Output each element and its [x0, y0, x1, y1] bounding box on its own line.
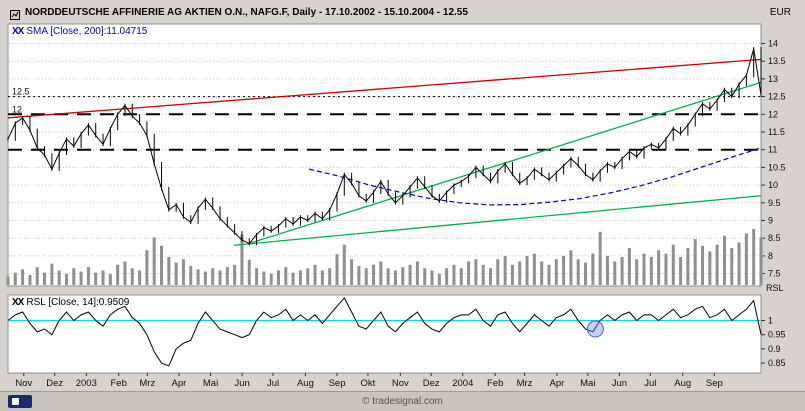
- svg-text:14: 14: [768, 38, 778, 48]
- svg-text:1: 1: [768, 316, 773, 326]
- chart-title: NORDDEUTSCHE AFFINERIE AG AKTIEN O.N., N…: [25, 6, 468, 18]
- svg-text:12: 12: [768, 109, 778, 119]
- svg-text:9: 9: [768, 216, 773, 226]
- svg-text:Nov: Nov: [15, 378, 32, 389]
- svg-text:0.95: 0.95: [768, 330, 786, 340]
- svg-text:12.5: 12.5: [12, 87, 30, 97]
- rsl-legend: XX RSL [Close, 14]:0.9509: [12, 297, 129, 308]
- svg-text:12.5: 12.5: [768, 92, 786, 102]
- rsl-axis-labels: RSL 1 0.95 0.9 0.85: [761, 283, 786, 368]
- svg-text:Sep: Sep: [329, 378, 346, 389]
- svg-text:Aug: Aug: [297, 378, 314, 389]
- svg-text:Jun: Jun: [235, 378, 250, 389]
- footer-bar: © tradesignal.com: [0, 391, 805, 411]
- time-axis: Nov Dez 2003 Feb Mrz Apr Mai Jun Jul Aug Sep Okt Nov…: [15, 373, 723, 389]
- horizontal-support-lines: 12.5 12: [8, 87, 761, 151]
- svg-text:13: 13: [768, 74, 778, 84]
- svg-text:12: 12: [12, 104, 22, 114]
- svg-text:9.5: 9.5: [768, 198, 781, 208]
- rsl-highlight-circle: [586, 320, 604, 338]
- svg-text:Jun: Jun: [612, 378, 627, 389]
- volume-bars: [6, 229, 763, 285]
- rsl-label: RSL [Close, 14]:0.9509: [26, 297, 130, 308]
- svg-text:Mrz: Mrz: [139, 378, 155, 389]
- svg-text:2004: 2004: [452, 378, 473, 389]
- copyright-text: © tradesignal.com: [362, 396, 443, 407]
- svg-text:2003: 2003: [76, 378, 97, 389]
- price-series: [7, 47, 762, 246]
- rsl-marker-icon: XX: [12, 297, 24, 308]
- svg-text:Okt: Okt: [361, 378, 376, 389]
- svg-text:Mai: Mai: [203, 378, 218, 389]
- sma-marker-icon: XX: [12, 26, 24, 37]
- svg-text:Mrz: Mrz: [517, 378, 533, 389]
- svg-text:10.5: 10.5: [768, 162, 786, 172]
- price-axis-labels: 14 13.5 13 12.5 12 11.5 11 10.5 10 9.5 9 8.5 8 7.5: [761, 38, 786, 279]
- svg-text:Aug: Aug: [674, 378, 691, 389]
- svg-text:Dez: Dez: [423, 378, 440, 389]
- chart-window-icon: [10, 7, 20, 20]
- currency-label: EUR: [769, 7, 791, 18]
- svg-text:8: 8: [768, 251, 773, 261]
- svg-text:13.5: 13.5: [768, 56, 786, 66]
- svg-text:Nov: Nov: [392, 378, 409, 389]
- tradesignal-logo: [8, 395, 32, 408]
- chart-titlebar: NORDDEUTSCHE AFFINERIE AG AKTIEN O.N., N…: [10, 5, 765, 20]
- svg-text:Dez: Dez: [46, 378, 63, 389]
- svg-text:11.5: 11.5: [768, 127, 785, 137]
- svg-text:7.5: 7.5: [768, 269, 781, 279]
- svg-text:10: 10: [768, 180, 778, 190]
- svg-text:0.9: 0.9: [768, 344, 781, 354]
- svg-text:Jul: Jul: [644, 378, 656, 389]
- svg-text:Sep: Sep: [706, 378, 723, 389]
- panel-backgrounds: [7, 23, 762, 374]
- svg-text:0.85: 0.85: [768, 358, 786, 368]
- svg-text:Apr: Apr: [550, 378, 565, 389]
- svg-text:Jul: Jul: [267, 378, 279, 389]
- sma-label: SMA [Close, 200]:11.04715: [26, 26, 148, 37]
- resistance-line: [7, 58, 762, 119]
- sma-200-line: [309, 147, 762, 206]
- svg-text:Mai: Mai: [580, 378, 595, 389]
- rsl-panel-content: [7, 296, 762, 367]
- svg-text:8.5: 8.5: [768, 233, 781, 243]
- sma-legend: XX SMA [Close, 200]:11.04715: [12, 26, 147, 37]
- svg-text:Apr: Apr: [172, 378, 187, 389]
- support-shallow: [233, 195, 762, 246]
- svg-text:Feb: Feb: [487, 378, 503, 389]
- svg-text:RSL: RSL: [766, 283, 784, 293]
- svg-text:11: 11: [768, 145, 777, 155]
- svg-text:Feb: Feb: [111, 378, 127, 389]
